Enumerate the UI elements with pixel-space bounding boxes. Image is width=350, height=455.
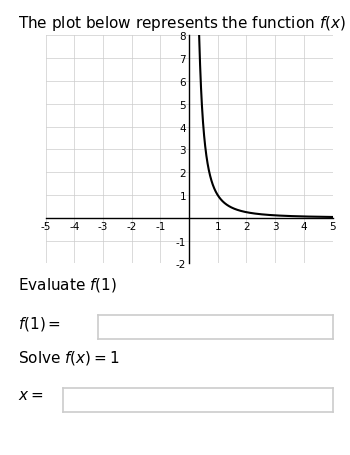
Text: Evaluate $f(1)$: Evaluate $f(1)$ bbox=[18, 275, 117, 293]
Text: $x=$: $x=$ bbox=[18, 387, 43, 402]
Text: $f(1) =$: $f(1) =$ bbox=[18, 314, 61, 332]
Text: The plot below represents the function $f(x)$: The plot below represents the function $… bbox=[18, 14, 345, 33]
Text: Solve $f(x) = 1$: Solve $f(x) = 1$ bbox=[18, 348, 119, 366]
